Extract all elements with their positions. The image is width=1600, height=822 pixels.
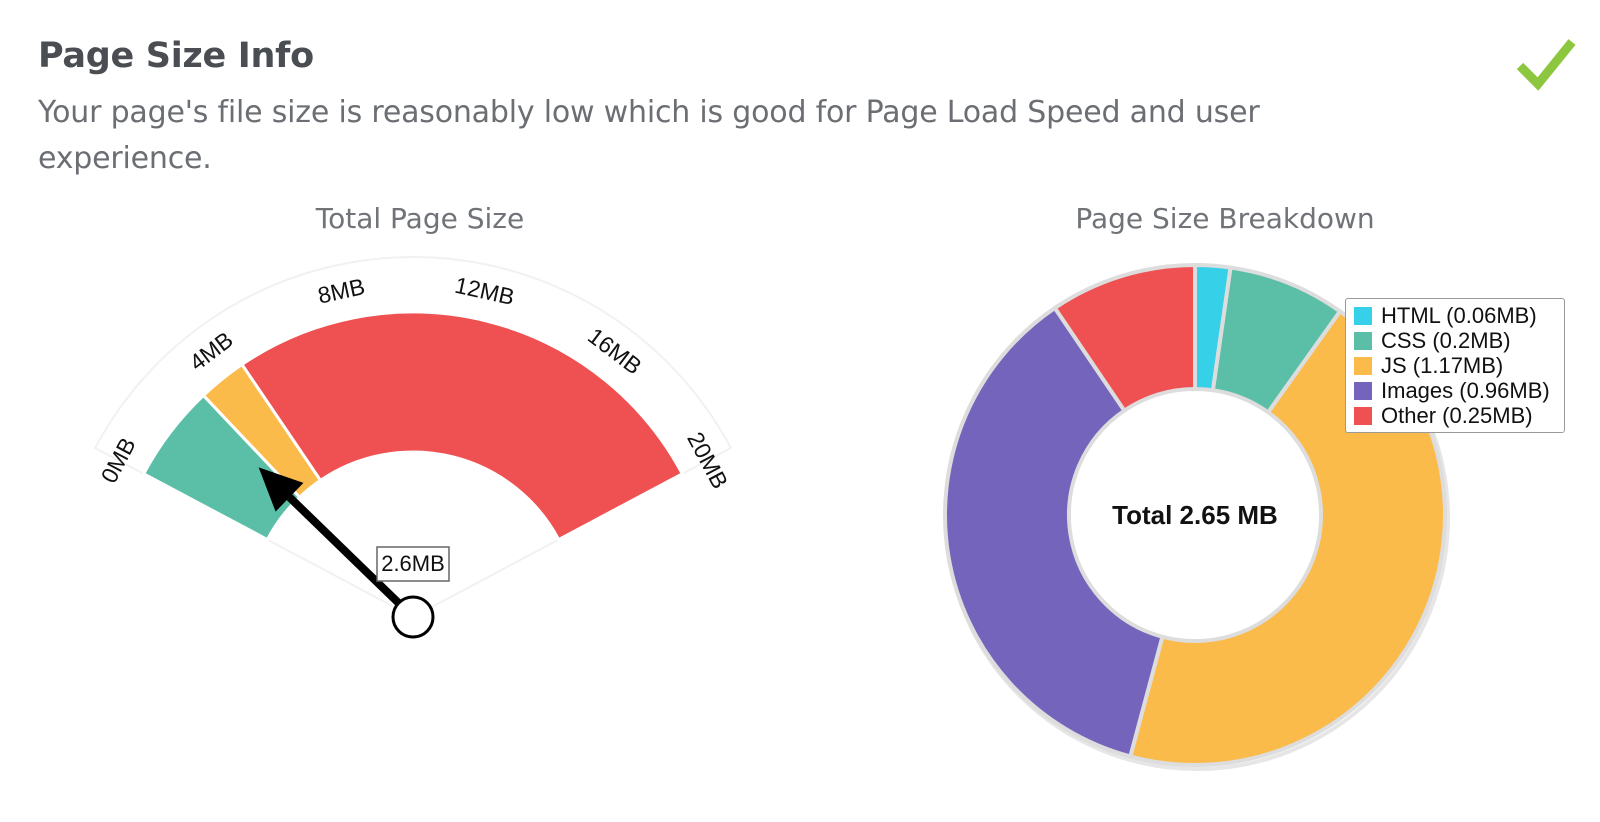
gauge-band-2 — [239, 310, 685, 542]
legend-label: Other (0.25MB) — [1381, 402, 1533, 428]
legend-swatch — [1354, 331, 1372, 350]
gauge-needle-pivot — [391, 595, 435, 639]
donut-chart-title: Page Size Breakdown — [1075, 202, 1375, 235]
legend-swatch — [1354, 406, 1372, 425]
gauge-value-label: 2.6MB — [376, 546, 450, 582]
donut-legend: HTML (0.06MB) CSS (0.2MB) JS (1.17MB) Image… — [1345, 298, 1565, 433]
donut-hole — [1071, 391, 1319, 639]
section-description: Your page's file size is reasonably low … — [38, 95, 1260, 176]
legend-item[interactable]: CSS (0.2MB) — [1354, 328, 1564, 353]
section-title: Page Size Info — [38, 36, 314, 76]
legend-item[interactable]: Other (0.25MB) — [1354, 403, 1564, 428]
gauge-chart-title: Total Page Size — [315, 202, 525, 235]
legend-label: JS (1.17MB) — [1381, 352, 1504, 378]
legend-label: CSS (0.2MB) — [1381, 327, 1511, 353]
legend-item[interactable]: Images (0.96MB) — [1354, 378, 1564, 403]
legend-label: Images (0.96MB) — [1381, 377, 1550, 403]
donut-slice-3[interactable] — [943, 305, 1165, 759]
legend-swatch — [1354, 306, 1372, 325]
legend-swatch — [1354, 381, 1372, 400]
checkmark-icon — [1516, 39, 1576, 91]
legend-label: HTML (0.06MB) — [1381, 302, 1537, 328]
donut-center-label: Total 2.65 MB — [1112, 500, 1278, 530]
gauge-needle — [286, 494, 416, 620]
legend-swatch — [1354, 356, 1372, 375]
legend-item[interactable]: HTML (0.06MB) — [1354, 303, 1564, 328]
svg-text:2.6MB: 2.6MB — [381, 551, 445, 576]
donut-slice-4[interactable] — [1052, 263, 1197, 413]
legend-item[interactable]: JS (1.17MB) — [1354, 353, 1564, 378]
gauge-needle-head — [258, 467, 304, 512]
